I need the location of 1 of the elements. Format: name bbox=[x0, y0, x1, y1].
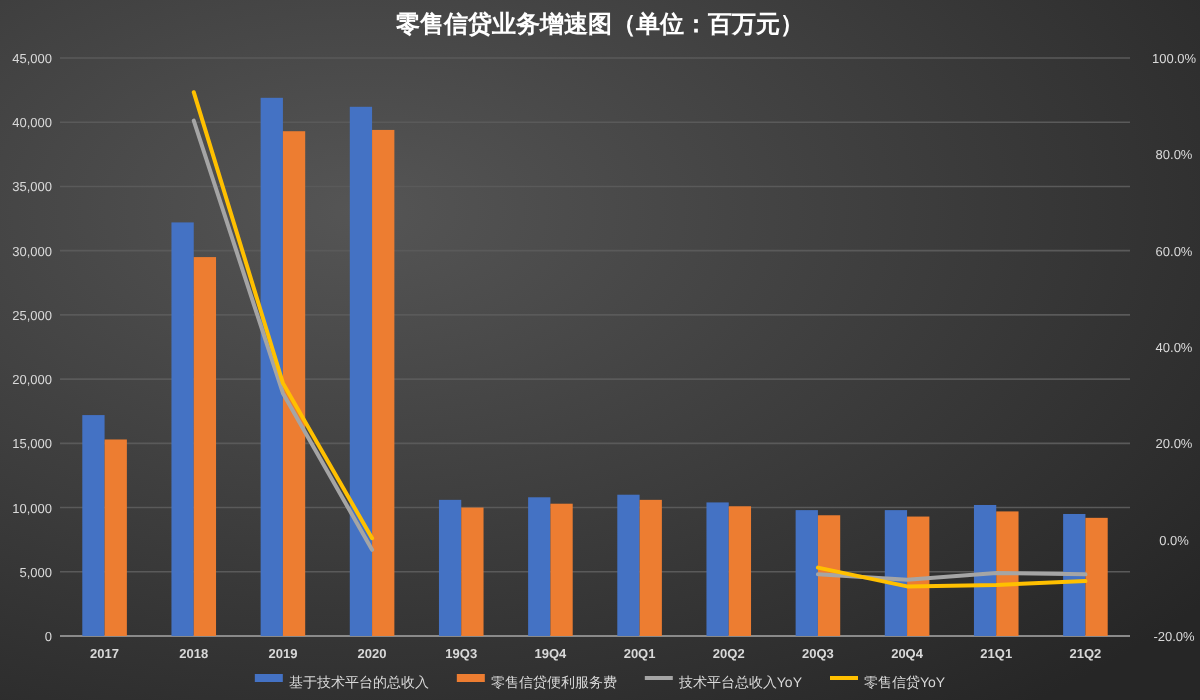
chart-title: 零售信贷业务增速图（单位：百万元） bbox=[394, 10, 804, 38]
